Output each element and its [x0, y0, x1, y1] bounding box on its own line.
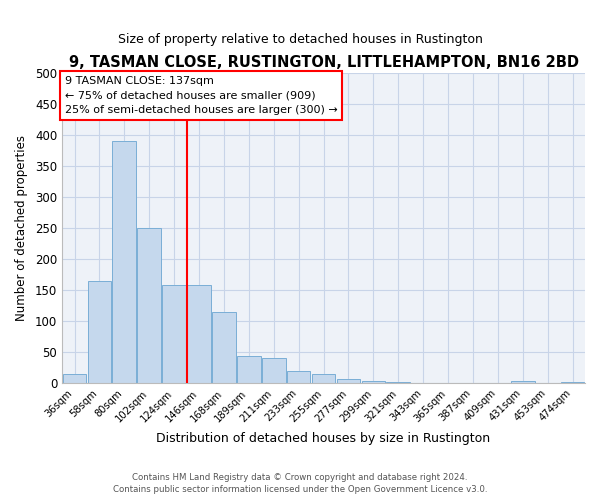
Bar: [311, 374, 335, 383]
Bar: [337, 379, 360, 383]
Bar: [262, 358, 286, 383]
Bar: [62, 374, 86, 383]
Bar: [88, 280, 111, 383]
Text: Size of property relative to detached houses in Rustington: Size of property relative to detached ho…: [118, 32, 482, 46]
Title: 9, TASMAN CLOSE, RUSTINGTON, LITTLEHAMPTON, BN16 2BD: 9, TASMAN CLOSE, RUSTINGTON, LITTLEHAMPT…: [68, 55, 578, 70]
Y-axis label: Number of detached properties: Number of detached properties: [15, 135, 28, 321]
X-axis label: Distribution of detached houses by size in Rustington: Distribution of detached houses by size …: [157, 432, 491, 445]
Text: Contains HM Land Registry data © Crown copyright and database right 2024.
Contai: Contains HM Land Registry data © Crown c…: [113, 472, 487, 494]
Bar: [237, 356, 260, 383]
Bar: [561, 382, 584, 383]
Bar: [112, 141, 136, 383]
Bar: [137, 228, 161, 383]
Bar: [511, 382, 535, 383]
Text: 9 TASMAN CLOSE: 137sqm
← 75% of detached houses are smaller (909)
25% of semi-de: 9 TASMAN CLOSE: 137sqm ← 75% of detached…: [65, 76, 337, 116]
Bar: [187, 285, 211, 383]
Bar: [162, 285, 186, 383]
Bar: [412, 382, 435, 383]
Bar: [212, 312, 236, 383]
Bar: [287, 371, 310, 383]
Bar: [362, 382, 385, 383]
Bar: [386, 382, 410, 383]
Bar: [436, 382, 460, 383]
